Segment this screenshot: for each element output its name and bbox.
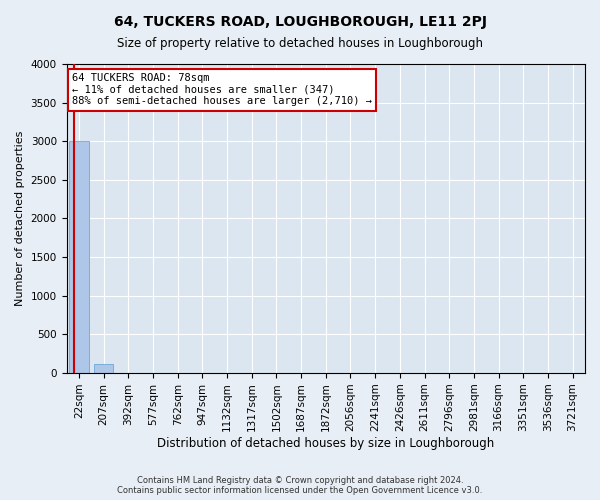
Text: Contains HM Land Registry data © Crown copyright and database right 2024.
Contai: Contains HM Land Registry data © Crown c… <box>118 476 482 495</box>
Text: 64, TUCKERS ROAD, LOUGHBOROUGH, LE11 2PJ: 64, TUCKERS ROAD, LOUGHBOROUGH, LE11 2PJ <box>113 15 487 29</box>
Text: Size of property relative to detached houses in Loughborough: Size of property relative to detached ho… <box>117 38 483 51</box>
Text: 64 TUCKERS ROAD: 78sqm
← 11% of detached houses are smaller (347)
88% of semi-de: 64 TUCKERS ROAD: 78sqm ← 11% of detached… <box>72 74 372 106</box>
Bar <box>69 141 89 373</box>
Y-axis label: Number of detached properties: Number of detached properties <box>15 131 25 306</box>
X-axis label: Distribution of detached houses by size in Loughborough: Distribution of detached houses by size … <box>157 437 494 450</box>
Bar <box>94 364 113 373</box>
